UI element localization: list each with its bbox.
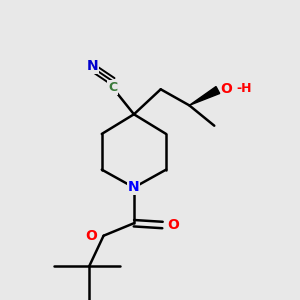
Text: O: O: [85, 229, 97, 243]
Polygon shape: [189, 86, 220, 105]
Text: N: N: [128, 181, 140, 194]
Text: O: O: [167, 218, 179, 232]
Text: -H: -H: [236, 82, 252, 95]
Text: O: O: [221, 82, 232, 96]
Text: C: C: [108, 81, 117, 94]
Text: N: N: [87, 59, 99, 73]
